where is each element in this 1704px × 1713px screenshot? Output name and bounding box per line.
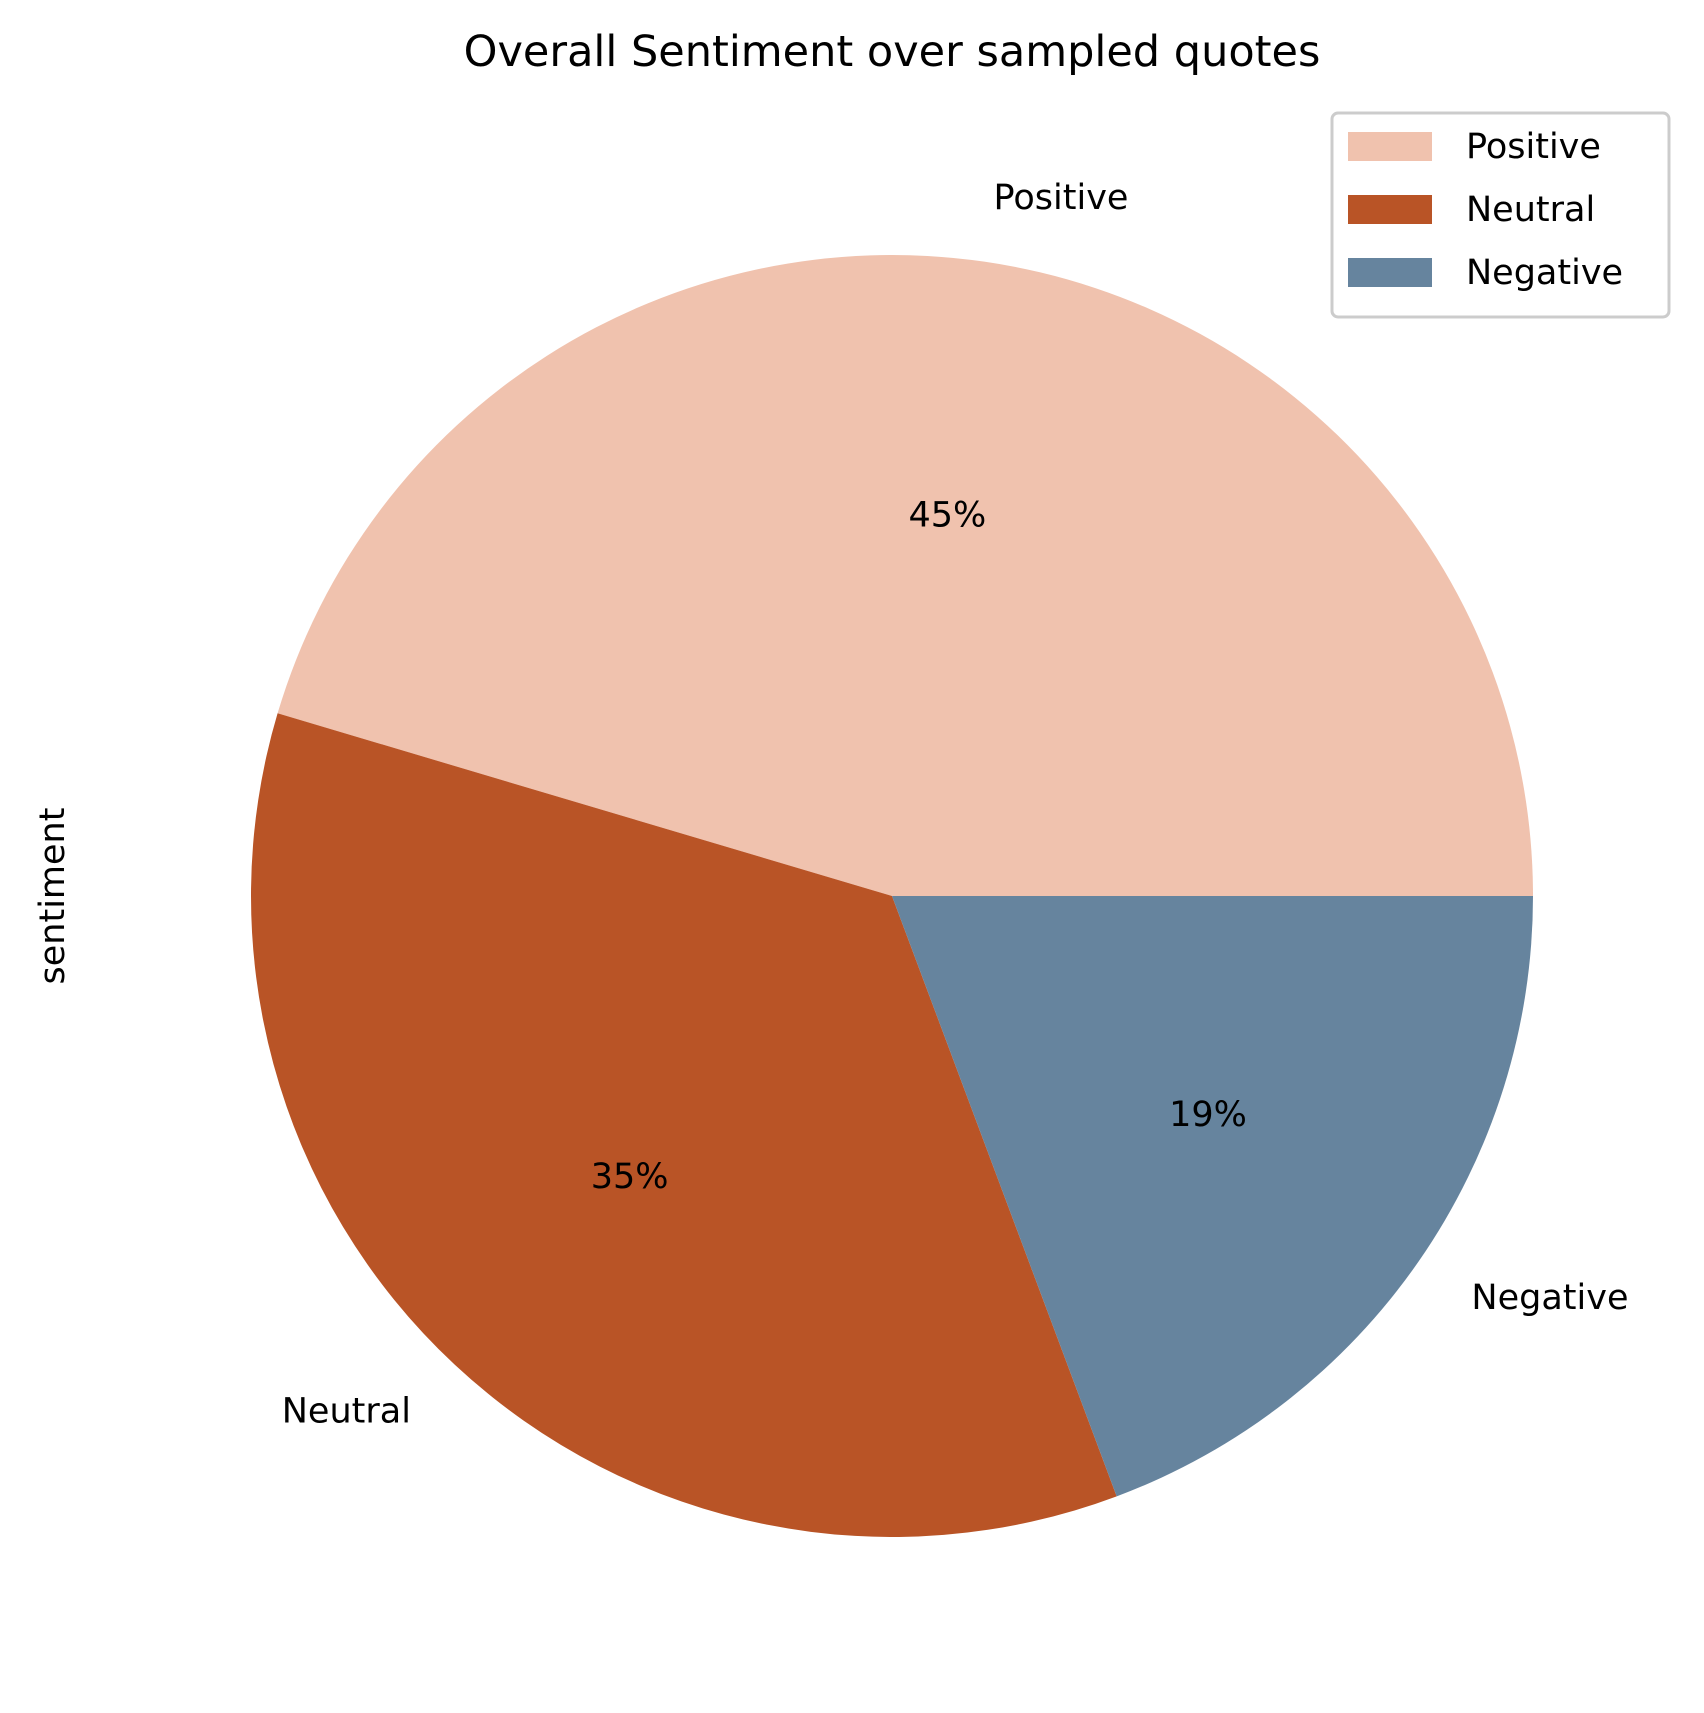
legend-items: Positive Neutral Negative [1348, 127, 1623, 293]
slice-label-positive: Positive [994, 178, 1129, 218]
legend-label-positive: Positive [1466, 127, 1601, 167]
pie-slices [250, 255, 1533, 1538]
pie-labels: 45% Positive 35% Neutral 19% Negative [282, 178, 1629, 1431]
legend-label-negative: Negative [1466, 253, 1623, 293]
pct-label-positive: 45% [908, 495, 986, 535]
y-axis-label: sentiment [33, 808, 73, 985]
legend-swatch-neutral [1348, 195, 1432, 224]
chart-title: Overall Sentiment over sampled quotes [464, 27, 1321, 77]
pct-label-negative: 19% [1169, 1095, 1247, 1135]
slice-label-neutral: Neutral [282, 1392, 411, 1432]
pie-slice-negative [892, 896, 1533, 1497]
pie-slice-neutral [250, 713, 1117, 1538]
legend: Positive Neutral Negative [1330, 111, 1671, 319]
pie-slice-positive [277, 255, 1533, 897]
legend-swatch-positive [1348, 132, 1432, 161]
legend-swatch-negative [1348, 258, 1432, 287]
slice-label-negative: Negative [1471, 1278, 1628, 1318]
legend-label-neutral: Neutral [1466, 190, 1595, 230]
pct-label-neutral: 35% [591, 1157, 669, 1197]
